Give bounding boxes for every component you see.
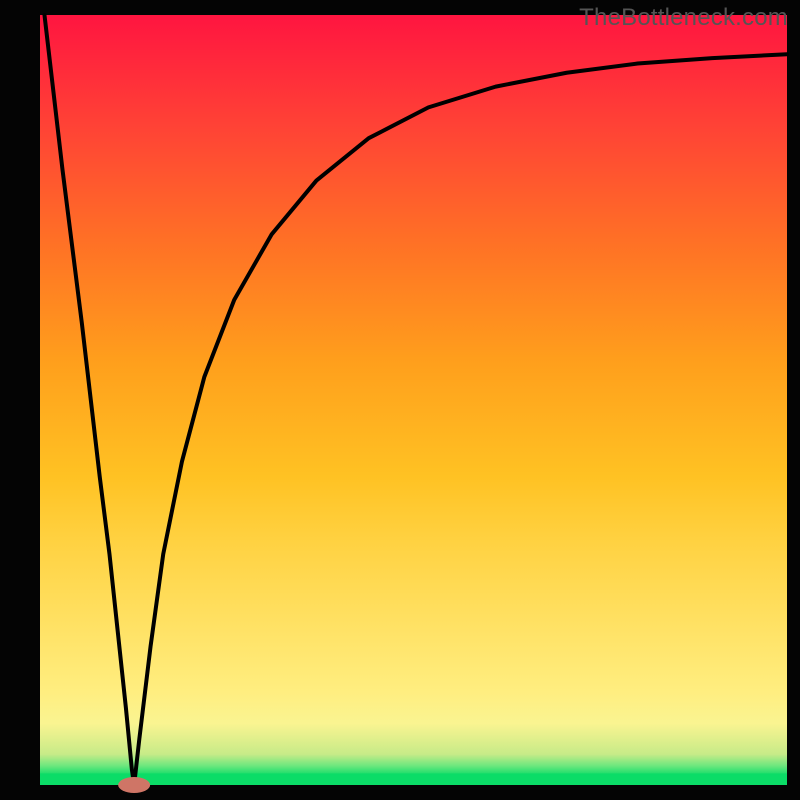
optimal-zone-band <box>40 773 787 785</box>
optimal-point-marker <box>118 777 150 793</box>
bottleneck-plot <box>0 0 800 800</box>
watermark-label: TheBottleneck.com <box>579 4 788 32</box>
heat-gradient-background <box>40 15 787 785</box>
chart-root: TheBottleneck.com <box>0 0 800 800</box>
